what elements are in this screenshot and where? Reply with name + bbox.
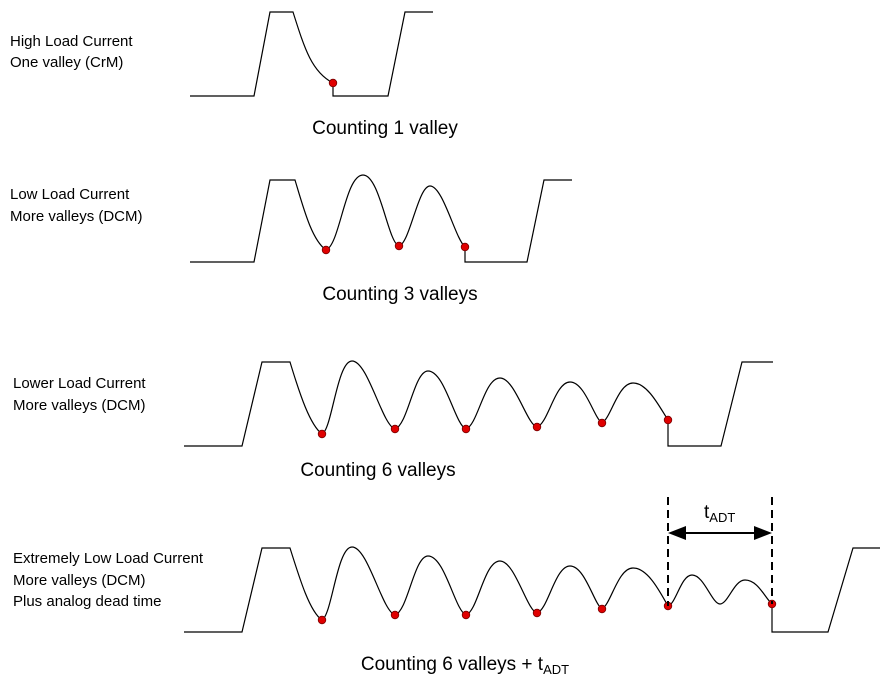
panel-high-load: High Load Current One valley (CrM) Count…: [10, 11, 458, 139]
tadt-label-main: t: [704, 502, 710, 523]
tadt-label: tADT: [704, 502, 735, 525]
panel-extremely-low-load: Extremely Low Load Current More valleys …: [13, 497, 880, 677]
valley-dot: [390, 610, 400, 620]
panel3-label-line2: More valleys (DCM): [13, 397, 146, 414]
valley-dot: [461, 610, 471, 620]
panel2-label-line1: Low Load Current: [10, 186, 130, 203]
panel1-label-line2: One valley (CrM): [10, 54, 123, 71]
panel4-caption: Counting 6 valleys + tADT: [361, 654, 569, 677]
panel4-caption-subscript: ADT: [543, 662, 569, 677]
panel4-label-line2: More valleys (DCM): [13, 572, 146, 589]
tadt-label-subscript: ADT: [709, 510, 735, 525]
valley-dot: [328, 78, 338, 88]
panel3-label-line1: Lower Load Current: [13, 375, 146, 392]
panel2-label-line2: More valleys (DCM): [10, 208, 143, 225]
panel1-caption: Counting 1 valley: [312, 118, 458, 139]
valley-dot: [317, 615, 327, 625]
valley-dot: [321, 245, 331, 255]
valley-dot: [597, 604, 607, 614]
panel3-caption: Counting 6 valleys: [300, 460, 455, 481]
valley-dot: [461, 424, 471, 434]
valley-dot: [597, 418, 607, 428]
tadt-right-arrowhead: [754, 526, 772, 540]
panel1-waveform: [190, 11, 433, 97]
panel4-waveform: [184, 546, 880, 633]
panel2-caption: Counting 3 valleys: [322, 284, 477, 305]
panel-lower-load: Lower Load Current More valleys (DCM) Co…: [13, 360, 773, 481]
valley-dot: [532, 608, 542, 618]
valley-dot: [532, 422, 542, 432]
valley-dot: [663, 415, 673, 425]
panel4-label-line3: Plus analog dead time: [13, 593, 161, 610]
panel4-caption-main: Counting 6 valleys + t: [361, 654, 544, 675]
tadt-left-arrowhead: [668, 526, 686, 540]
valley-dot: [460, 242, 470, 252]
panel-low-load: Low Load Current More valleys (DCM) Coun…: [10, 174, 572, 305]
valley-dot: [390, 424, 400, 434]
valley-dot: [394, 241, 404, 251]
panel1-label-line1: High Load Current: [10, 33, 133, 50]
panel2-waveform: [190, 174, 572, 263]
valley-dot: [317, 429, 327, 439]
panel4-label-line1: Extremely Low Load Current: [13, 550, 204, 567]
panel3-waveform: [184, 360, 773, 447]
